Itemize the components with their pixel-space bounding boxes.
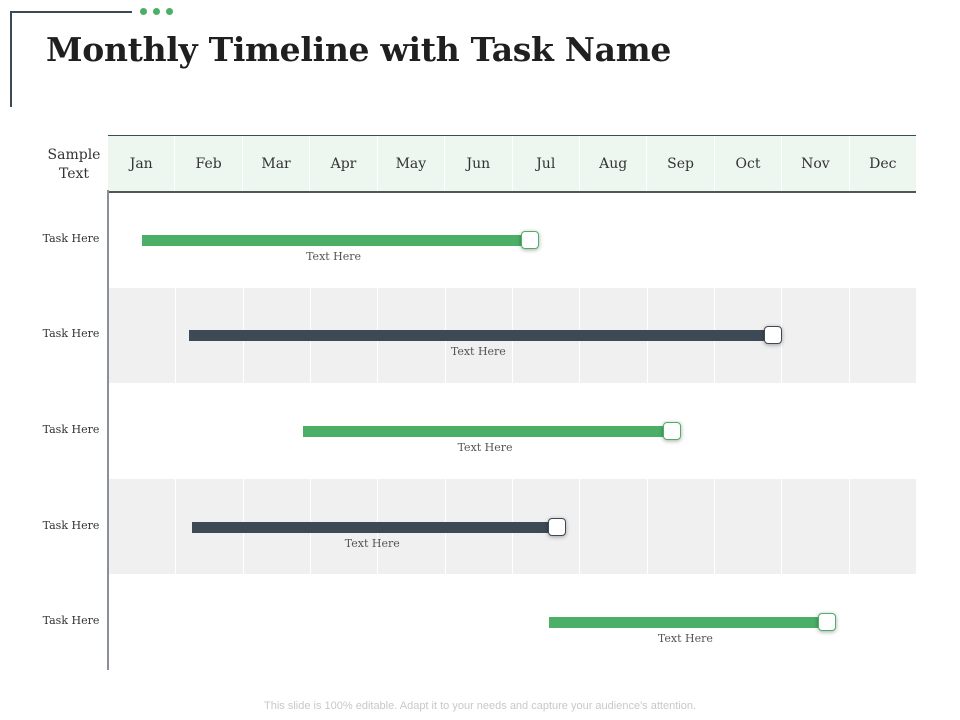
corner-label: Sample Text [47, 147, 101, 182]
month-sep: Sep [646, 136, 713, 191]
milestone-marker [521, 230, 540, 249]
column-divider [175, 478, 177, 575]
axis-line [107, 190, 109, 670]
task-bar [188, 330, 768, 342]
month-apr: Apr [309, 136, 376, 191]
task-note: Text Here [306, 249, 362, 263]
milestone-marker [763, 326, 782, 345]
task-label: Task Here [42, 614, 100, 628]
column-divider [579, 478, 581, 575]
task-note: Text Here [450, 345, 506, 359]
footer-note: This slide is 100% editable. Adapt it to… [264, 700, 696, 712]
month-nov: Nov [781, 136, 848, 191]
task-bar [192, 521, 553, 533]
corner-frame-left [10, 11, 12, 107]
month-jan: Jan [129, 155, 153, 172]
month-jul: Jul [511, 136, 579, 191]
task-label: Task Here [42, 231, 100, 245]
task-note: Text Here [657, 632, 713, 646]
column-divider [781, 478, 783, 575]
task-bar [549, 617, 822, 629]
decor-dot [140, 8, 147, 15]
month-header: Jan Feb Mar Apr May Jun Jul Aug Sep Oct Nov Dec [108, 135, 916, 193]
task-label: Task Here [42, 327, 100, 341]
month-may: May [376, 136, 444, 191]
decor-dot [166, 8, 173, 15]
milestone-marker [548, 517, 567, 536]
milestone-marker [817, 613, 836, 632]
month-oct: Oct [713, 136, 781, 191]
task-label: Task Here [42, 423, 100, 436]
column-divider [175, 287, 177, 384]
month-feb: Feb [174, 136, 241, 191]
month-aug: Aug [578, 136, 646, 191]
decor-dot [153, 8, 160, 15]
task-note: Text Here [457, 441, 513, 454]
column-divider [714, 478, 715, 575]
corner-frame-top [10, 11, 132, 13]
month-mar: Mar [241, 136, 309, 191]
month-dec: Dec [848, 136, 916, 191]
page-title: Monthly Timeline with Task Name [46, 30, 672, 69]
month-jun: Jun [444, 136, 511, 191]
column-divider [646, 478, 648, 575]
task-label: Task Here [42, 518, 100, 532]
task-bar [141, 234, 526, 246]
task-note: Text Here [344, 536, 400, 550]
milestone-marker [662, 422, 681, 440]
column-divider [848, 287, 850, 384]
task-bar [303, 426, 667, 437]
column-divider [848, 478, 850, 575]
